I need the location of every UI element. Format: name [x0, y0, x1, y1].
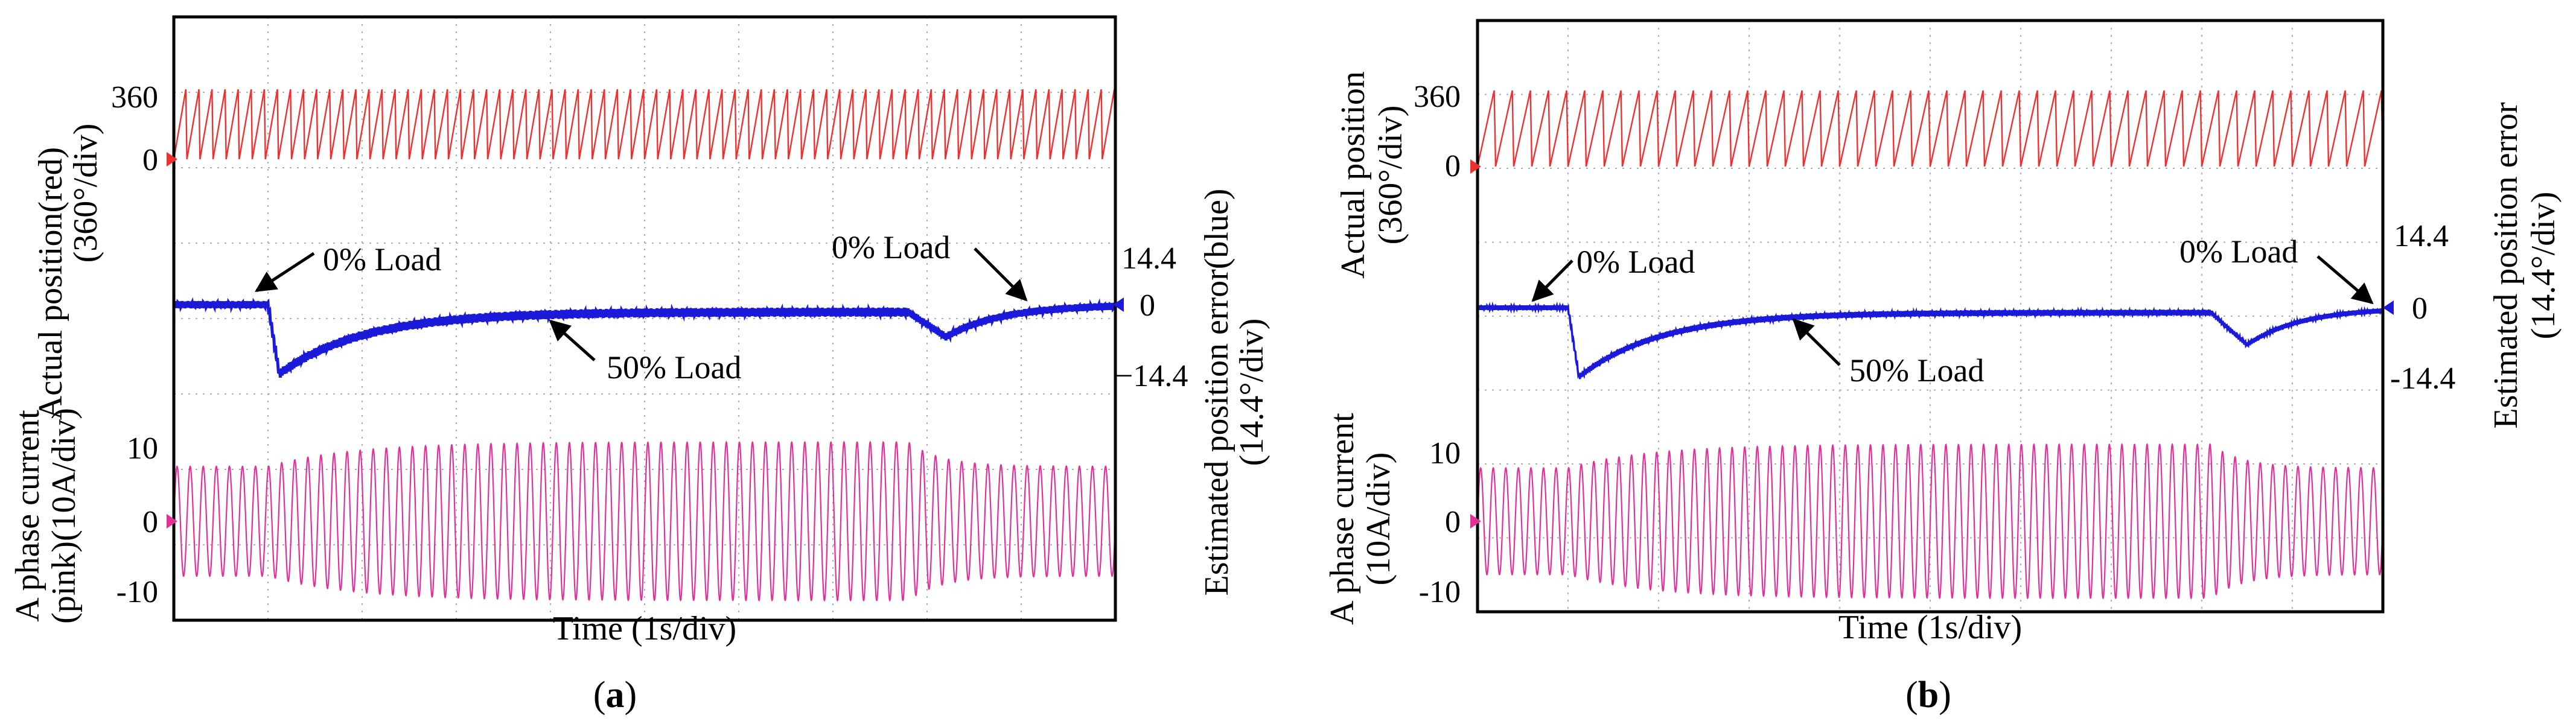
panel-a-error-axis-title: Estimated position error(blue)	[1198, 189, 1235, 596]
panel-b-annotation-load-0-start: 0% Load	[1577, 244, 1695, 280]
panel-b-position-trace	[1476, 90, 2384, 167]
panel-a-annotation-load-0-end: 0% Load	[832, 229, 950, 265]
panel-a-position-axis-unit: (360°/div)	[67, 124, 104, 263]
panel-a-pos-tick-360: 360	[111, 80, 158, 115]
panel-a-position-trace	[173, 89, 1117, 160]
panel-b-err-tick-neg: -14.4	[2390, 361, 2455, 396]
panel-a-cur-tick-10: 10	[127, 431, 158, 466]
panel-b-error-marker	[2383, 300, 2394, 315]
panel-b: 360 0 10 0 -10 14.4 0 -14.4 Actual posit…	[1324, 19, 2562, 716]
panel-b-arrow-load-0-end	[2316, 255, 2374, 305]
panel-a-cur-tick-neg10: -10	[116, 575, 158, 609]
panel-b-error-axis-unit: (14.4°/div)	[2525, 192, 2562, 340]
panel-b-cur-tick-neg10: -10	[1419, 575, 1461, 609]
panel-b-position-axis-unit: (360°/div)	[1372, 106, 1409, 245]
panel-b-caption: (b)	[1905, 675, 1951, 716]
panel-a-current-axis-unit: (pink)(10A/div)	[45, 408, 83, 624]
panel-b-caption-close: )	[1939, 675, 1951, 716]
panel-b-xlabel: Time (1s/div)	[1838, 609, 2022, 646]
panel-a-traces	[172, 89, 1117, 602]
panel-b-error-trace	[1476, 301, 2384, 379]
panel-a-current-trace	[173, 440, 1117, 602]
panel-a-caption: (a)	[593, 675, 637, 716]
panel-b-error-axis-title: Estimated position error	[2487, 102, 2525, 429]
panel-b-annotation-load-50: 50% Load	[1849, 352, 1984, 389]
panel-b-cur-tick-0: 0	[1445, 505, 1461, 539]
panel-b-current-axis-unit: (10A/div)	[1360, 452, 1397, 586]
panel-a-err-tick-pos: 14.4	[1121, 241, 1176, 276]
panel-a-annotation-load-50: 50% Load	[607, 349, 741, 386]
panel-a: 360 0 10 0 -10 14.4 0 −14.4 Actual posit…	[9, 15, 1270, 716]
panel-a-error-trace	[172, 297, 1117, 378]
panel-b-arrow-load-50	[1792, 318, 1841, 366]
panel-a-error-axis-unit: (14.4°/div)	[1233, 319, 1270, 466]
panel-a-err-tick-neg: −14.4	[1115, 359, 1188, 393]
panel-a-arrow-load-50	[549, 319, 596, 361]
panel-b-position-marker	[1470, 159, 1481, 174]
panel-b-pos-tick-360: 360	[1414, 80, 1461, 114]
panel-a-caption-open: (	[593, 675, 606, 716]
panel-b-cur-tick-10: 10	[1429, 436, 1461, 471]
panel-a-arrow-load-0-start	[255, 252, 315, 293]
panel-a-error-marker	[1113, 297, 1124, 312]
panel-a-cur-tick-0: 0	[142, 505, 158, 539]
panel-a-annotation-load-0-start: 0% Load	[323, 241, 441, 278]
panel-a-annotations: 0% Load 50% Load 0% Load	[255, 229, 1028, 386]
panel-a-current-marker	[167, 514, 177, 529]
panel-a-position-axis-title: Actual position(red)	[32, 147, 69, 421]
panel-a-frame	[172, 15, 1117, 622]
panel-a-caption-close: )	[625, 675, 637, 716]
panel-a-xlabel: Time (1s/div)	[553, 610, 736, 647]
panel-b-frame	[1476, 19, 2385, 614]
panel-b-err-tick-0: 0	[2412, 291, 2428, 326]
panel-a-arrow-load-0-end	[974, 247, 1028, 302]
panel-b-current-trace	[1476, 443, 2384, 600]
panel-a-position-marker	[167, 152, 177, 167]
panel-b-annotation-load-0-end: 0% Load	[2179, 233, 2298, 270]
panel-b-pos-tick-0: 0	[1445, 149, 1461, 183]
panel-b-caption-letter: b	[1918, 675, 1939, 716]
panel-a-caption-letter: a	[606, 675, 625, 716]
panel-b-traces	[1476, 90, 2384, 600]
panel-a-current-axis-title: A phase current	[9, 410, 46, 622]
panel-a-pos-tick-0: 0	[142, 143, 158, 177]
panel-b-current-marker	[1470, 514, 1481, 529]
panel-b-annotations: 0% Load 50% Load 0% Load	[1531, 233, 2374, 389]
panel-b-current-axis-title: A phase current	[1324, 413, 1361, 625]
panel-b-arrow-load-0-start	[1531, 259, 1573, 302]
panel-b-position-axis-title: Actual position	[1334, 71, 1372, 279]
panel-b-caption-open: (	[1905, 675, 1918, 716]
panel-b-err-tick-pos: 14.4	[2394, 219, 2449, 253]
panel-a-err-tick-0: 0	[1140, 288, 1155, 323]
